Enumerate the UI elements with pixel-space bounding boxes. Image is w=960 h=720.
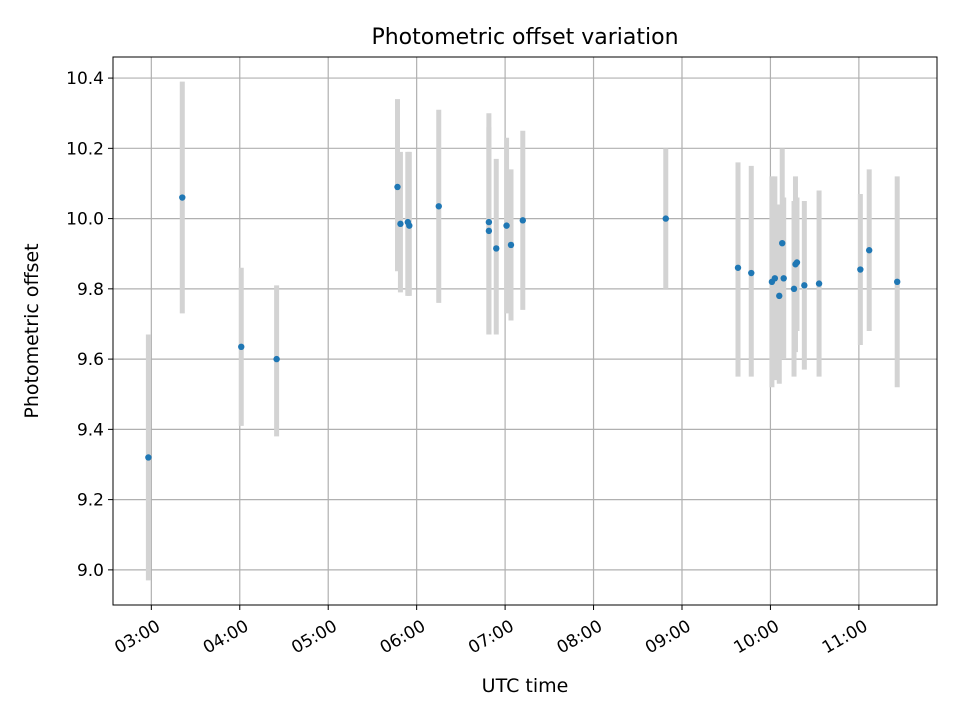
data-point	[857, 266, 864, 273]
data-point	[507, 241, 515, 249]
data-point	[748, 269, 755, 277]
data-point	[179, 194, 186, 201]
data-point	[776, 292, 783, 300]
data-point	[493, 245, 500, 252]
y-tick-label: 9.8	[77, 280, 104, 300]
data-point	[394, 183, 401, 191]
data-point	[145, 454, 152, 461]
data-point	[734, 264, 742, 271]
data-point	[397, 220, 404, 228]
y-tick-label: 10.0	[66, 210, 104, 230]
data-point	[790, 285, 798, 293]
y-tick-label: 10.4	[66, 69, 104, 89]
x-axis-label: UTC time	[482, 675, 569, 697]
y-tick-label: 9.6	[77, 350, 104, 370]
y-tick-label: 9.4	[77, 420, 104, 440]
data-points	[145, 183, 901, 461]
data-point	[519, 217, 526, 224]
data-point	[815, 280, 823, 287]
data-point	[780, 275, 787, 282]
data-point	[238, 343, 245, 351]
y-tick-label: 9.2	[77, 491, 104, 511]
data-point	[503, 222, 510, 229]
y-axis-label: Photometric offset	[21, 243, 43, 418]
data-point	[894, 278, 901, 286]
chart-title: Photometric offset variation	[371, 25, 678, 50]
data-point	[435, 203, 442, 210]
y-tick-label: 9.0	[77, 561, 104, 581]
data-point	[662, 215, 669, 222]
data-point	[771, 275, 779, 282]
data-point	[793, 259, 801, 266]
data-point	[406, 222, 413, 229]
y-tick-label: 10.2	[66, 139, 104, 159]
plot-frame	[112, 56, 938, 606]
data-point	[801, 282, 808, 289]
data-point	[273, 355, 280, 363]
data-point	[485, 227, 493, 235]
data-point	[779, 239, 786, 247]
data-point	[865, 247, 873, 254]
data-point	[485, 218, 493, 226]
